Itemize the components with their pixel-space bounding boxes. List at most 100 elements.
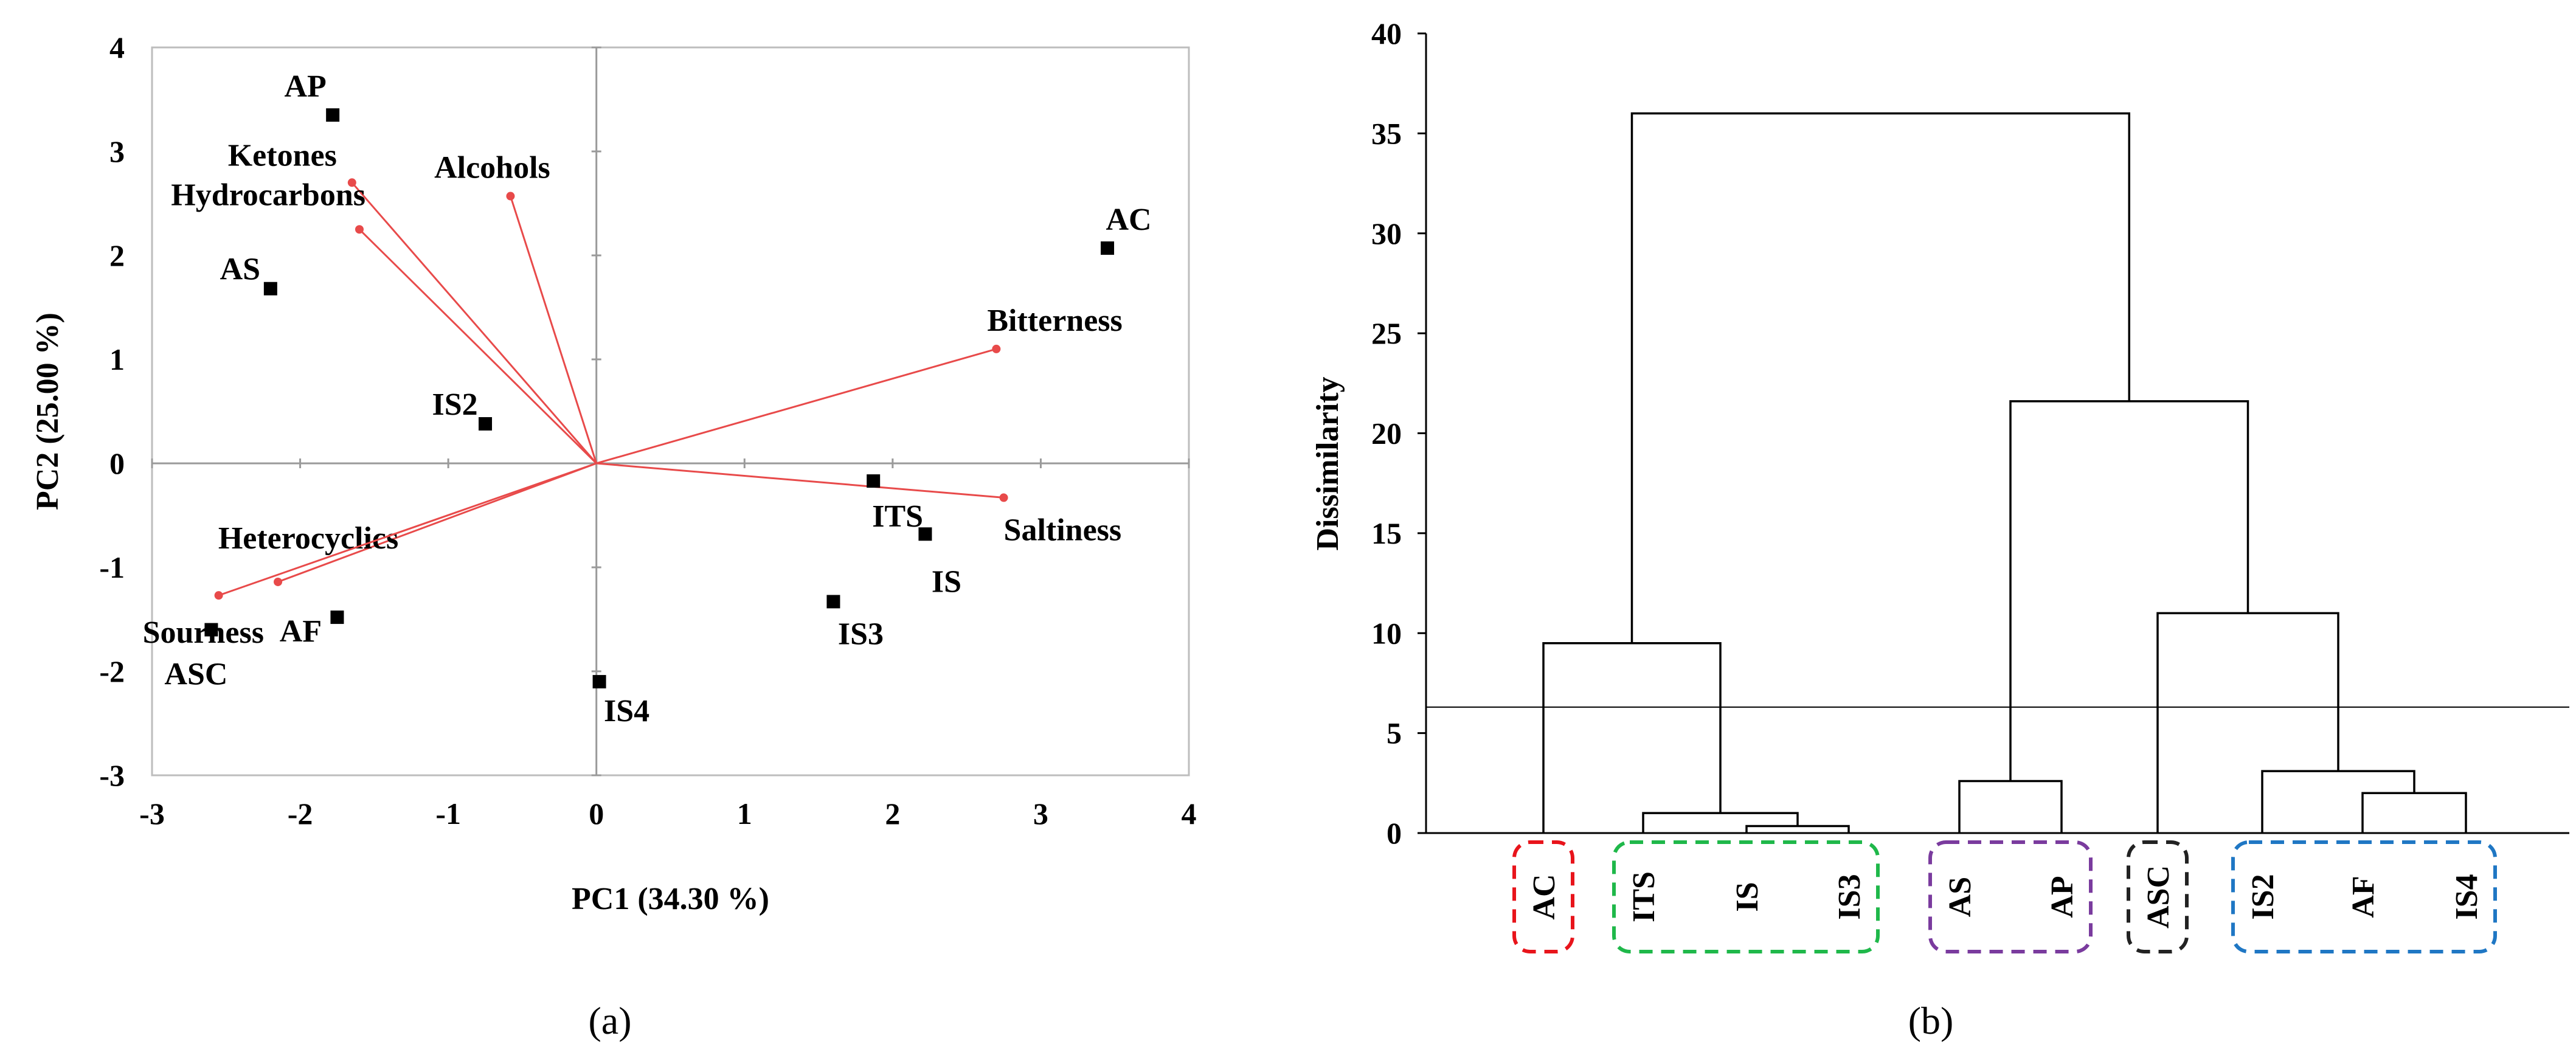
vector-label-alcohols: Alcohols	[434, 151, 550, 185]
leaf-label-is4: IS4	[2450, 874, 2484, 919]
point-label-is3: IS3	[838, 617, 884, 651]
dendrogram-leaf-labels: AC ITS IS IS3 AS AP ASC IS2 AF IS4	[1527, 865, 2484, 929]
vector-label-bitterness: Bitterness	[987, 303, 1122, 338]
vector-label-ketones: Ketones	[228, 138, 337, 173]
cluster-box-as-ap	[1928, 840, 2093, 953]
vector-sourness	[218, 462, 597, 597]
cluster-box-asc	[2127, 840, 2189, 953]
vector-heterocyclics	[277, 462, 597, 583]
cluster-box-ac	[1512, 840, 1574, 953]
vector-label-hydrocarbons: Hydrocarbons	[171, 178, 365, 212]
vector-hydrocarbons	[358, 229, 597, 465]
pca-axes	[151, 46, 1190, 777]
dendrogram-link-7	[2156, 612, 2339, 833]
vector-label-sourness: Sourness	[143, 615, 264, 650]
dendrogram-link-2	[1642, 812, 1799, 833]
pca-y-tick-label: 0	[109, 446, 125, 480]
leaf-label-is3: IS3	[1832, 874, 1867, 919]
dendrogram-y-tick-label: 10	[1371, 616, 1402, 650]
point-is2	[479, 417, 493, 431]
dendrogram-y-tick-label: 25	[1371, 316, 1402, 350]
leaf-label-its: ITS	[1627, 871, 1661, 922]
point-label-its: ITS	[872, 499, 923, 534]
pca-tick-labels: -3 -2 -1 0 1 2 3 4 -3 -2 -1 0 1 2 3 4	[99, 30, 1196, 831]
dendrogram-y-tick-label: 35	[1371, 116, 1402, 150]
dendrogram-y-tick-label: 40	[1371, 16, 1402, 50]
dendrogram-tick-labels: 0 5 10 15 20 25 30 35 40	[1371, 16, 1426, 850]
dendrogram-link-8	[2009, 400, 2249, 781]
point-label-asc: ASC	[164, 657, 227, 692]
point-ac	[1101, 241, 1115, 255]
panel-label-b: (b)	[1908, 999, 1954, 1042]
pca-plot-frame	[151, 46, 1190, 777]
dendrogram-y-axis-label: Dissimilarity	[1311, 377, 1345, 551]
vector-tip-alcohols	[506, 192, 515, 201]
dendrogram-link-6	[1542, 642, 1722, 833]
point-label-ap: AP	[284, 69, 326, 104]
point-af	[330, 611, 344, 624]
pca-x-tick-label: -3	[139, 797, 165, 831]
pca-y-tick-label: -3	[99, 758, 125, 792]
pca-x-tick-label: 3	[1033, 797, 1048, 831]
point-label-as: AS	[220, 252, 260, 287]
dendrogram-y-tick-label: 5	[1387, 716, 1402, 750]
vector-ketones	[351, 182, 597, 464]
dendrogram-links	[1542, 112, 2467, 833]
pca-x-tick-label: 4	[1182, 797, 1197, 831]
vector-tip-bitterness	[992, 344, 1001, 353]
leaf-label-af: AF	[2346, 876, 2381, 918]
point-label-is2: IS2	[432, 387, 477, 422]
pca-sample-points: AP AS IS2 ITS IS IS3 IS4 AF ASC AC	[164, 69, 1151, 728]
vector-label-heterocyclics: Heterocyclics	[218, 521, 398, 556]
vector-tip-saltiness	[999, 493, 1008, 502]
point-is3	[826, 595, 840, 609]
pca-y-tick-label: 1	[109, 342, 125, 376]
dendrogram-y-tick-label: 15	[1371, 516, 1402, 550]
vector-bitterness	[596, 348, 997, 465]
leaf-label-is: IS	[1730, 882, 1765, 911]
pca-loading-vectors: Ketones Hydrocarbons Alcohols Bitterness Sal…	[143, 138, 1123, 650]
point-label-af: AF	[280, 614, 322, 649]
pca-y-tick-label: -1	[99, 550, 125, 584]
leaf-label-ap: AP	[2045, 876, 2080, 918]
point-is	[918, 527, 932, 541]
cluster-box-is2-af-is4	[2231, 840, 2497, 953]
dendrogram-link-9	[1630, 112, 2130, 643]
vector-tip-hydrocarbons	[355, 225, 364, 234]
vector-label-saltiness: Saltiness	[1004, 513, 1122, 547]
leaf-label-asc: ASC	[2141, 865, 2176, 929]
vector-tip-sourness	[214, 591, 223, 600]
leaf-label-ac: AC	[1527, 874, 1562, 919]
leaf-label-as: AS	[1943, 877, 1978, 917]
dendrogram-link-5	[2261, 770, 2415, 833]
point-as	[263, 282, 277, 296]
vector-alcohols	[510, 196, 598, 464]
vector-tip-ketones	[347, 178, 356, 187]
pca-y-tick-label: 3	[109, 134, 125, 168]
point-asc	[204, 623, 218, 637]
point-its	[867, 474, 881, 488]
dendrogram-link-4	[1958, 780, 2063, 833]
panel-label-a: (a)	[588, 999, 631, 1042]
pca-x-tick-label: -1	[435, 797, 461, 831]
point-is4	[592, 675, 606, 689]
dendrogram-y-tick-label: 20	[1371, 417, 1402, 451]
pca-x-tick-label: -2	[288, 797, 313, 831]
pca-y-axis-label: PC2 (25.00 %)	[30, 313, 65, 510]
pca-y-tick-label: 4	[109, 30, 125, 64]
pca-y-tick-label: -2	[99, 654, 125, 688]
pca-biplot: -3 -2 -1 0 1 2 3 4 -3 -2 -1 0 1 2 3 4 Ketones Hydrocarbo…	[30, 30, 1197, 1042]
point-label-is: IS	[932, 564, 961, 599]
dendrogram-cluster-boxes	[1512, 840, 2497, 953]
point-label-ac: AC	[1106, 202, 1151, 237]
pca-x-axis-label: PC1 (34.30 %)	[572, 882, 769, 916]
point-label-is4: IS4	[604, 694, 649, 728]
vector-tip-heterocyclics	[274, 577, 283, 586]
pca-x-tick-label: 0	[589, 797, 604, 831]
dendrogram-link-1	[1745, 825, 1850, 833]
point-ap	[326, 108, 340, 122]
dendrogram-y-tick-label: 0	[1387, 816, 1402, 850]
pca-y-tick-label: 2	[109, 238, 125, 272]
dendrogram: 0 5 10 15 20 25 30 35 40 AC ITS IS IS3 AS AP ASC IS2 AF I…	[1311, 16, 2569, 1042]
